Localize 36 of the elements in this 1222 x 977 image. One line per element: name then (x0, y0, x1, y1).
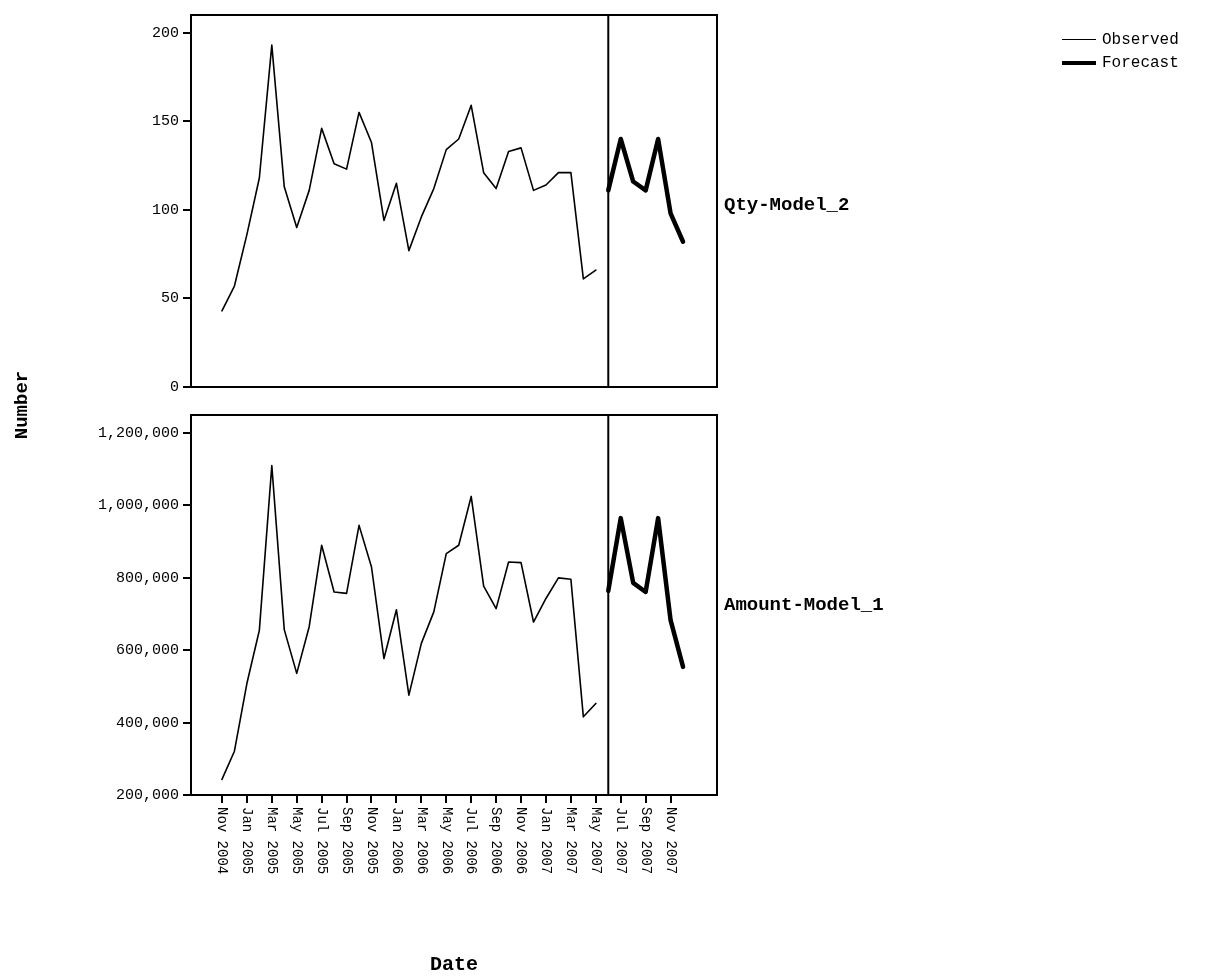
x-tick-label: Jul 2006 (463, 807, 480, 875)
x-tick-label: May 2006 (438, 807, 455, 875)
x-tick-label: May 2007 (588, 807, 605, 875)
x-tick-label: Sep 2007 (637, 807, 654, 875)
x-tick-label: Mar 2006 (413, 807, 430, 875)
y-tick-label: 200 (151, 24, 179, 42)
y-tick-label: 1,200,000 (97, 425, 179, 443)
legend-label: Observed (1102, 30, 1179, 49)
y-axis-title: Number (11, 370, 33, 440)
x-axis-title: Date (429, 953, 479, 977)
x-tick-label: Jul 2005 (313, 807, 330, 875)
x-tick-label: Mar 2005 (264, 807, 281, 875)
y-tick-label: 50 (160, 290, 179, 308)
x-tick-label: Mar 2007 (563, 807, 580, 875)
x-tick-label: Sep 2006 (488, 807, 505, 875)
x-tick-label: Jan 2006 (388, 807, 405, 875)
x-tick-label: Nov 2007 (662, 807, 679, 875)
legend-label: Forecast (1102, 53, 1179, 72)
text: Amount-Model_1 (724, 594, 884, 616)
x-tick-label: Jan 2007 (538, 807, 555, 875)
y-tick-label: 200,000 (115, 786, 179, 804)
text: Qty-Model_2 (724, 194, 850, 216)
x-tick-label: May 2005 (289, 807, 306, 875)
x-tick-label: Nov 2006 (513, 807, 530, 875)
y-tick-label: 100 (151, 201, 179, 219)
x-tick-label: Jan 2005 (239, 807, 256, 875)
x-tick-label: Sep 2005 (338, 807, 355, 875)
x-tick-label: Nov 2005 (363, 807, 380, 875)
y-tick-label: 800,000 (115, 569, 179, 587)
x-tick-label: Nov 2004 (214, 807, 231, 875)
y-tick-label: 1,000,000 (97, 497, 179, 515)
y-tick-label: 400,000 (115, 714, 179, 732)
x-tick-label: Jul 2007 (613, 807, 630, 875)
y-tick-label: 0 (169, 378, 179, 396)
y-tick-label: 150 (151, 113, 179, 131)
y-tick-label: 600,000 (115, 642, 179, 660)
